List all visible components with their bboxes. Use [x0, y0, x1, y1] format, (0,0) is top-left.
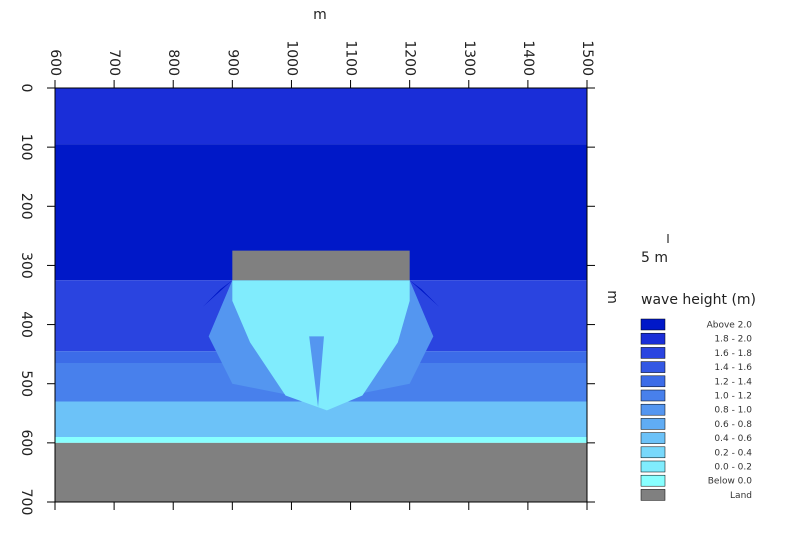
x-tick-label: 1000: [283, 40, 299, 76]
legend-swatch: [640, 474, 666, 487]
contour-zone: [409, 280, 440, 307]
legend-label: 0.8 - 1.0: [714, 406, 752, 416]
x-tick-label: 1100: [343, 40, 359, 76]
legend-swatch: [640, 332, 666, 345]
contour-zone: [309, 336, 324, 408]
legend-swatch: [640, 446, 666, 459]
legend-swatch: [640, 318, 666, 331]
legend-label: Below 0.0: [708, 477, 753, 487]
legend-swatch: [640, 432, 666, 444]
legend-label: 0.0 - 0.2: [714, 463, 752, 473]
contour-zone: [232, 250, 410, 281]
y-tick-label: 100: [18, 134, 34, 161]
contour-zone: [55, 144, 587, 281]
x-tick-label: 800: [165, 49, 181, 76]
y-tick-label: 400: [18, 311, 34, 338]
legend-swatch: [640, 460, 666, 473]
x-tick-label: 1200: [402, 40, 418, 76]
legend-label: 1.4 - 1.6: [714, 363, 752, 373]
contour-zone: [55, 401, 587, 437]
legend-label: 1.6 - 1.8: [714, 349, 752, 359]
x-tick-label: 900: [224, 49, 240, 76]
contour-zone: [202, 280, 233, 307]
y-tick-label: 600: [18, 429, 34, 456]
legend-swatch: [640, 361, 666, 373]
legend-swatch: [640, 489, 666, 501]
x-tick-label: 700: [106, 49, 122, 76]
legend-label: 0.6 - 0.8: [714, 420, 752, 430]
x-tick-label: 1500: [579, 40, 595, 76]
contour-zone: [55, 88, 587, 145]
y-tick-label: 200: [18, 193, 34, 220]
legend-label: 1.8 - 2.0: [714, 335, 752, 345]
legend-label: Land: [730, 491, 752, 501]
x-axis-label: m: [313, 7, 327, 23]
contour-zone: [55, 442, 587, 502]
legend-swatch: [640, 347, 666, 359]
y-tick-label: 700: [18, 489, 34, 516]
y-tick-label: 500: [18, 370, 34, 397]
x-tick-label: 1300: [461, 40, 477, 76]
vector-scale-label: 5 m: [641, 250, 668, 266]
x-tick-label: 600: [47, 49, 63, 76]
y-tick-label: 0: [18, 84, 34, 93]
y-axis-label: m: [604, 290, 620, 304]
legend-label: 0.2 - 0.4: [714, 448, 752, 458]
legend-label: 1.0 - 1.2: [714, 392, 752, 402]
legend-swatch: [640, 418, 666, 430]
x-tick-label: 1400: [520, 40, 536, 76]
legend-label: 1.2 - 1.4: [714, 377, 752, 387]
plot-frame: [54, 87, 588, 503]
legend-title: wave height (m): [641, 292, 756, 308]
contour-zone: [55, 436, 587, 443]
legend-label: Above 2.0: [707, 321, 753, 331]
legend-swatch: [640, 403, 666, 416]
y-tick-label: 300: [18, 252, 34, 279]
legend-swatch: [640, 375, 666, 388]
legend-swatch: [640, 389, 666, 402]
legend-label: 0.4 - 0.6: [714, 434, 752, 444]
